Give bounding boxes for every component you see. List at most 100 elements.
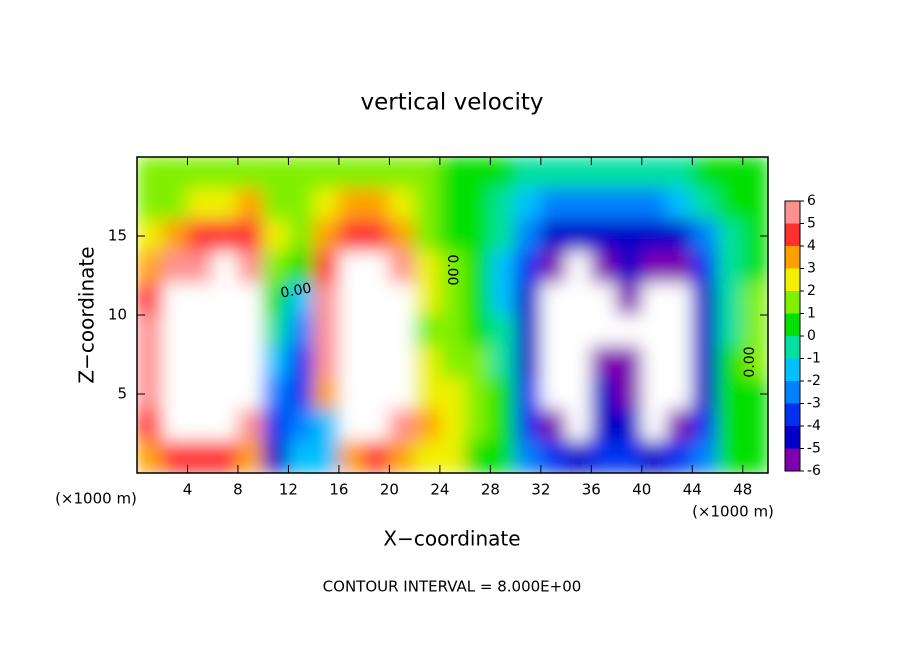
colorbar-label: -6 <box>807 463 821 479</box>
field-cell <box>616 219 643 253</box>
field-cell <box>439 346 466 379</box>
field-cell <box>161 346 188 379</box>
field-cell <box>439 219 466 253</box>
field-cell <box>161 440 188 473</box>
field-cell <box>641 314 668 348</box>
field-cell <box>691 440 719 473</box>
colorbar-label: -3 <box>807 396 821 412</box>
field-cell <box>338 188 365 221</box>
colorbar-label: -1 <box>807 351 821 367</box>
colorbar-swatch <box>785 291 800 314</box>
field-cell <box>212 251 239 284</box>
field-cell <box>137 157 163 190</box>
y-tick-label: 10 <box>108 306 127 324</box>
field-cell <box>388 314 416 348</box>
colorbar-swatch <box>785 246 800 269</box>
field-cell <box>212 157 239 190</box>
field-cell <box>161 409 188 442</box>
y-axis-label: Z−coordinate <box>75 246 99 383</box>
field-cell <box>287 188 315 221</box>
field-cell <box>691 409 719 442</box>
field-cell <box>388 409 416 442</box>
field-cell <box>540 440 567 473</box>
field-cell <box>363 188 390 221</box>
field-cell <box>212 188 239 221</box>
field-cell <box>565 251 592 284</box>
field-cell <box>186 282 214 316</box>
field-cell <box>137 314 163 348</box>
field-cell <box>137 346 163 379</box>
field-cell <box>464 188 491 221</box>
colorbar-label: 0 <box>807 328 816 344</box>
x-unit-label: (×1000 m) <box>692 503 774 521</box>
field-cell <box>414 219 441 253</box>
x-tick-label: 8 <box>233 481 243 499</box>
colorbar-swatch <box>785 448 800 471</box>
x-tick-label: 40 <box>632 481 651 499</box>
field-cell <box>338 346 365 379</box>
field-cell <box>313 157 340 190</box>
field <box>137 157 768 473</box>
field-cell <box>212 377 239 411</box>
field-cell <box>287 440 315 473</box>
field-cell <box>666 346 693 379</box>
field-cell <box>717 188 744 221</box>
field-cell <box>414 377 441 411</box>
field-cell <box>515 314 542 348</box>
field-cell <box>641 219 668 253</box>
field-cell <box>262 219 289 253</box>
field-cell <box>287 219 315 253</box>
field-cell <box>590 314 618 348</box>
field-cell <box>464 346 491 379</box>
field-cell <box>590 157 618 190</box>
field-cell <box>616 251 643 284</box>
field-cell <box>666 409 693 442</box>
field-cell <box>590 409 618 442</box>
field-cell <box>565 440 592 473</box>
field-cell <box>590 251 618 284</box>
field-cells <box>137 157 768 473</box>
field-cell <box>388 251 416 284</box>
field-cell <box>515 157 542 190</box>
x-tick-label: 20 <box>380 481 399 499</box>
x-unit-label: (×1000 m) <box>55 490 137 508</box>
field-cell <box>565 314 592 348</box>
field-cell <box>641 377 668 411</box>
field-cell <box>313 282 340 316</box>
field-cell <box>616 314 643 348</box>
field-cell <box>186 188 214 221</box>
field-cell <box>186 346 214 379</box>
field-cell <box>414 157 441 190</box>
field-cell <box>742 282 768 316</box>
field-cell <box>363 409 390 442</box>
field-cell <box>691 282 719 316</box>
field-cell <box>540 282 567 316</box>
footer: CONTOUR INTERVAL = 8.000E+00 <box>323 578 582 596</box>
field-cell <box>464 440 491 473</box>
field-cell <box>388 219 416 253</box>
field-cell <box>489 314 517 348</box>
field-cell <box>262 314 289 348</box>
field-cell <box>590 219 618 253</box>
field-cell <box>489 440 517 473</box>
field-cell <box>489 251 517 284</box>
field-cell <box>489 188 517 221</box>
field-cell <box>313 409 340 442</box>
field-cell <box>237 440 264 473</box>
field-cell <box>212 282 239 316</box>
chart-title: vertical velocity <box>361 90 544 116</box>
field-cell <box>338 409 365 442</box>
field-cell <box>137 409 163 442</box>
field-cell <box>717 219 744 253</box>
field-cell <box>515 219 542 253</box>
field-cell <box>691 188 719 221</box>
field-cell <box>137 251 163 284</box>
field-cell <box>717 314 744 348</box>
field-cell <box>338 377 365 411</box>
field-cell <box>540 251 567 284</box>
field-cell <box>616 157 643 190</box>
field-cell <box>388 188 416 221</box>
field-cell <box>186 314 214 348</box>
field-cell <box>388 157 416 190</box>
field-cell <box>666 219 693 253</box>
